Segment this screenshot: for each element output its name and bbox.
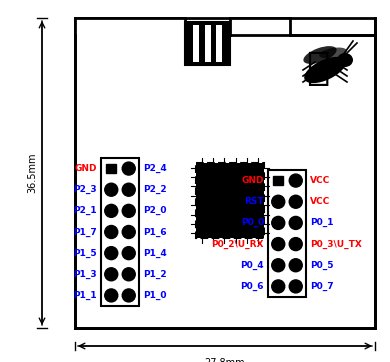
Circle shape <box>105 183 118 196</box>
Text: P0_7: P0_7 <box>310 282 333 291</box>
Bar <box>196 163 264 238</box>
Text: P2_2: P2_2 <box>143 185 167 194</box>
Circle shape <box>122 205 135 217</box>
Bar <box>106 164 116 173</box>
Text: P2_4: P2_4 <box>143 164 167 173</box>
Circle shape <box>289 174 302 187</box>
Circle shape <box>122 247 135 260</box>
Circle shape <box>105 226 118 239</box>
Bar <box>193 25 199 62</box>
Text: P1_2: P1_2 <box>143 270 167 279</box>
Circle shape <box>122 226 135 239</box>
Circle shape <box>289 216 302 230</box>
Ellipse shape <box>337 53 353 67</box>
Circle shape <box>289 280 302 293</box>
Text: P2_1: P2_1 <box>73 206 97 215</box>
Circle shape <box>122 289 135 302</box>
Bar <box>185 22 230 65</box>
Text: P0_1: P0_1 <box>310 218 333 227</box>
Text: P0_6: P0_6 <box>241 282 264 291</box>
Text: P1_4: P1_4 <box>143 249 167 258</box>
Ellipse shape <box>319 47 347 59</box>
Text: P0_0: P0_0 <box>241 218 264 227</box>
Bar <box>101 158 139 306</box>
Text: VCC: VCC <box>310 176 330 185</box>
Circle shape <box>272 237 285 251</box>
Bar <box>268 170 306 297</box>
Circle shape <box>272 259 285 272</box>
Circle shape <box>289 259 302 272</box>
Text: P1_1: P1_1 <box>73 291 97 300</box>
Text: GND: GND <box>74 164 97 173</box>
Ellipse shape <box>303 46 337 64</box>
Text: P0_3\U_TX: P0_3\U_TX <box>310 240 362 249</box>
Text: GND: GND <box>241 176 264 185</box>
Ellipse shape <box>304 57 346 83</box>
Text: P0_2\U_RX: P0_2\U_RX <box>211 240 264 249</box>
Text: P0_4: P0_4 <box>240 261 264 270</box>
Bar <box>204 25 211 62</box>
Circle shape <box>122 268 135 281</box>
Text: P1_0: P1_0 <box>143 291 167 300</box>
Bar <box>273 176 283 185</box>
Text: P2_3: P2_3 <box>73 185 97 194</box>
Circle shape <box>105 289 118 302</box>
Text: 27.8mm: 27.8mm <box>205 358 245 362</box>
Text: P1_7: P1_7 <box>73 227 97 237</box>
Bar <box>216 25 222 62</box>
Circle shape <box>272 280 285 293</box>
Text: P0_5: P0_5 <box>310 261 333 270</box>
Text: VCC: VCC <box>310 197 330 206</box>
Text: P1_3: P1_3 <box>73 270 97 279</box>
Bar <box>75 18 185 35</box>
Text: RST: RST <box>245 197 264 206</box>
Circle shape <box>105 205 118 217</box>
Text: 🐝: 🐝 <box>306 49 330 87</box>
Text: P2_0: P2_0 <box>143 206 167 215</box>
Bar <box>230 18 290 35</box>
Circle shape <box>105 247 118 260</box>
Circle shape <box>289 195 302 208</box>
Circle shape <box>272 216 285 230</box>
Circle shape <box>105 268 118 281</box>
Text: P1_5: P1_5 <box>73 249 97 258</box>
Circle shape <box>122 183 135 196</box>
Circle shape <box>289 237 302 251</box>
Text: 36.5mm: 36.5mm <box>27 153 37 193</box>
Circle shape <box>122 162 135 175</box>
Text: P1_6: P1_6 <box>143 227 167 237</box>
Circle shape <box>272 195 285 208</box>
Bar <box>75 18 375 328</box>
